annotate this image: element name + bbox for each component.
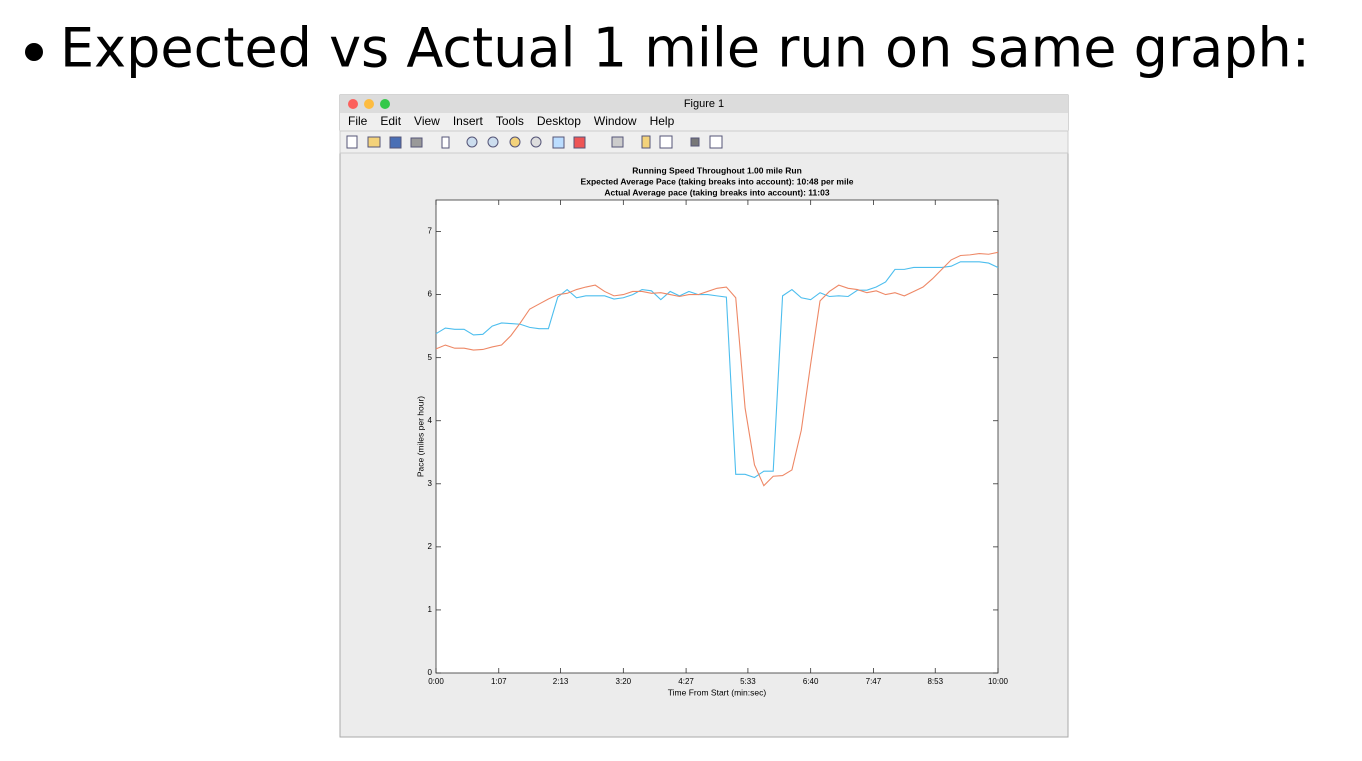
icon[interactable] xyxy=(441,136,450,149)
menu-item[interactable]: Insert xyxy=(453,114,484,128)
icon[interactable] xyxy=(410,137,423,148)
y-tick-label: 6 xyxy=(428,290,433,299)
x-tick-label: 1:07 xyxy=(491,677,507,686)
minimize-button[interactable] xyxy=(364,99,374,109)
icon[interactable] xyxy=(509,136,521,148)
bullet xyxy=(25,43,43,61)
icon[interactable] xyxy=(659,135,673,149)
x-tick-label: 6:40 xyxy=(803,677,819,686)
series-line xyxy=(435,261,999,479)
close-button[interactable] xyxy=(348,99,358,109)
y-tick-label: 1 xyxy=(428,605,433,614)
x-tick-label: 7:47 xyxy=(866,677,882,686)
icon[interactable] xyxy=(690,137,700,147)
x-axis-label: Time From Start (min:sec) xyxy=(668,687,767,697)
window-title: Figure 1 xyxy=(684,98,724,110)
title-bar xyxy=(340,95,1068,113)
menu-item[interactable]: View xyxy=(414,114,440,128)
toolbar xyxy=(339,130,1069,154)
menu-item[interactable]: Desktop xyxy=(537,114,581,128)
icon[interactable] xyxy=(487,136,499,148)
chart-title: Actual Average pace (taking breaks into … xyxy=(604,187,829,197)
icon[interactable] xyxy=(466,136,478,148)
y-tick-label: 2 xyxy=(428,542,433,551)
icon[interactable] xyxy=(530,136,542,148)
menu-item[interactable]: Edit xyxy=(380,114,401,128)
icon[interactable] xyxy=(552,136,565,149)
series-line xyxy=(435,251,999,487)
icon[interactable] xyxy=(367,136,381,148)
x-tick-label: 5:33 xyxy=(740,677,756,686)
x-tick-label: 2:13 xyxy=(553,677,569,686)
menu-item[interactable]: File xyxy=(348,114,368,128)
y-tick-label: 3 xyxy=(428,479,433,488)
heading: Expected vs Actual 1 mile run on same gr… xyxy=(60,17,1310,80)
x-tick-label: 8:53 xyxy=(927,677,943,686)
icon[interactable] xyxy=(611,136,624,148)
icon[interactable] xyxy=(346,135,358,149)
icon[interactable] xyxy=(709,135,723,149)
icon[interactable] xyxy=(389,136,402,149)
y-tick-label: 4 xyxy=(428,416,433,425)
toolbar-icons xyxy=(346,135,723,149)
x-tick-label: 4:27 xyxy=(678,677,694,686)
menu-item[interactable]: Tools xyxy=(496,114,524,128)
axes xyxy=(435,199,999,674)
y-tick-label: 0 xyxy=(428,668,433,677)
zoom-button[interactable] xyxy=(380,99,390,109)
menu-item[interactable]: Help xyxy=(650,114,675,128)
y-tick-label: 5 xyxy=(428,353,433,362)
icon[interactable] xyxy=(573,136,586,149)
chart-title: Expected Average Pace (taking breaks int… xyxy=(581,176,854,186)
menu-bar xyxy=(340,113,1068,131)
y-axis-label: Pace (miles per hour) xyxy=(415,396,425,477)
x-tick-label: 0:00 xyxy=(428,677,444,686)
y-tick-label: 7 xyxy=(428,227,433,236)
menu-item[interactable]: Window xyxy=(594,114,637,128)
x-tick-label: 3:20 xyxy=(616,677,632,686)
chart-title: Running Speed Throughout 1.00 mile Run xyxy=(632,165,802,175)
icon[interactable] xyxy=(641,135,651,149)
x-tick-label: 10:00 xyxy=(988,677,1009,686)
